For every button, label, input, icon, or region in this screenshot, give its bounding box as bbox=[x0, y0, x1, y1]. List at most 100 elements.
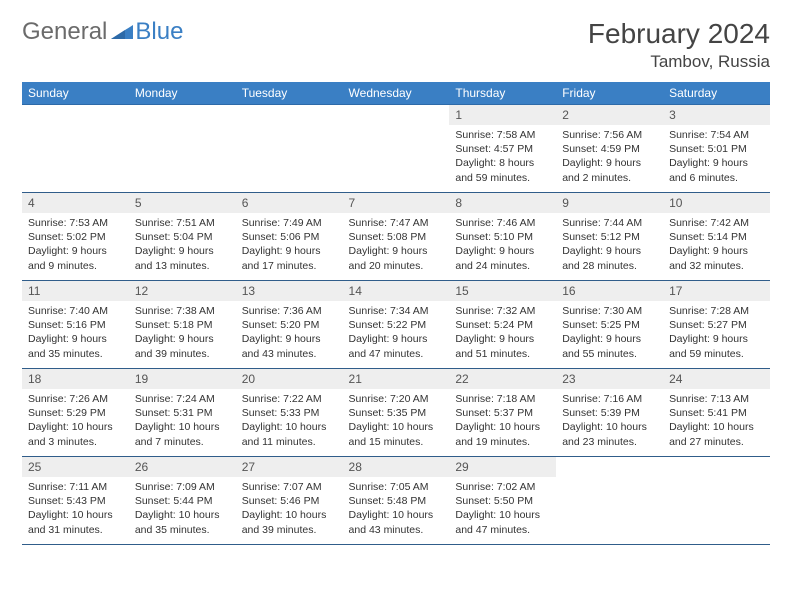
sunrise-line: Sunrise: 7:13 AM bbox=[669, 392, 764, 406]
day-content: Sunrise: 7:18 AMSunset: 5:37 PMDaylight:… bbox=[449, 389, 556, 453]
sunset-line: Sunset: 5:18 PM bbox=[135, 318, 230, 332]
sunrise-line: Sunrise: 7:32 AM bbox=[455, 304, 550, 318]
daylight-line: Daylight: 9 hours and 32 minutes. bbox=[669, 244, 764, 272]
day-number: 9 bbox=[556, 193, 663, 213]
sunrise-line: Sunrise: 7:46 AM bbox=[455, 216, 550, 230]
logo: General Blue bbox=[22, 18, 183, 46]
day-content: Sunrise: 7:07 AMSunset: 5:46 PMDaylight:… bbox=[236, 477, 343, 541]
day-number: 6 bbox=[236, 193, 343, 213]
day-number: 13 bbox=[236, 281, 343, 301]
calendar-cell bbox=[236, 105, 343, 193]
daylight-line: Daylight: 9 hours and 35 minutes. bbox=[28, 332, 123, 360]
daylight-line: Daylight: 9 hours and 59 minutes. bbox=[669, 332, 764, 360]
sunset-line: Sunset: 5:14 PM bbox=[669, 230, 764, 244]
logo-text-general: General bbox=[22, 18, 107, 46]
day-content: Sunrise: 7:51 AMSunset: 5:04 PMDaylight:… bbox=[129, 213, 236, 277]
day-number: 27 bbox=[236, 457, 343, 477]
sunrise-line: Sunrise: 7:38 AM bbox=[135, 304, 230, 318]
logo-triangle-icon bbox=[111, 21, 133, 44]
calendar-cell bbox=[556, 457, 663, 545]
sunrise-line: Sunrise: 7:56 AM bbox=[562, 128, 657, 142]
sunset-line: Sunset: 5:27 PM bbox=[669, 318, 764, 332]
day-content: Sunrise: 7:30 AMSunset: 5:25 PMDaylight:… bbox=[556, 301, 663, 365]
calendar-table: Sunday Monday Tuesday Wednesday Thursday… bbox=[22, 82, 770, 545]
day-number: 12 bbox=[129, 281, 236, 301]
day-content: Sunrise: 7:20 AMSunset: 5:35 PMDaylight:… bbox=[343, 389, 450, 453]
daylight-line: Daylight: 9 hours and 24 minutes. bbox=[455, 244, 550, 272]
day-content: Sunrise: 7:53 AMSunset: 5:02 PMDaylight:… bbox=[22, 213, 129, 277]
weekday-header: Sunday bbox=[22, 82, 129, 105]
calendar-cell: 15Sunrise: 7:32 AMSunset: 5:24 PMDayligh… bbox=[449, 281, 556, 369]
daylight-line: Daylight: 8 hours and 59 minutes. bbox=[455, 156, 550, 184]
day-number: 28 bbox=[343, 457, 450, 477]
day-content: Sunrise: 7:32 AMSunset: 5:24 PMDaylight:… bbox=[449, 301, 556, 365]
daylight-line: Daylight: 10 hours and 11 minutes. bbox=[242, 420, 337, 448]
day-number: 15 bbox=[449, 281, 556, 301]
calendar-cell: 24Sunrise: 7:13 AMSunset: 5:41 PMDayligh… bbox=[663, 369, 770, 457]
daylight-line: Daylight: 10 hours and 19 minutes. bbox=[455, 420, 550, 448]
calendar-cell: 4Sunrise: 7:53 AMSunset: 5:02 PMDaylight… bbox=[22, 193, 129, 281]
day-number: 18 bbox=[22, 369, 129, 389]
day-content: Sunrise: 7:16 AMSunset: 5:39 PMDaylight:… bbox=[556, 389, 663, 453]
sunrise-line: Sunrise: 7:30 AM bbox=[562, 304, 657, 318]
weekday-header: Tuesday bbox=[236, 82, 343, 105]
sunset-line: Sunset: 5:41 PM bbox=[669, 406, 764, 420]
sunset-line: Sunset: 5:31 PM bbox=[135, 406, 230, 420]
day-number: 23 bbox=[556, 369, 663, 389]
calendar-cell: 2Sunrise: 7:56 AMSunset: 4:59 PMDaylight… bbox=[556, 105, 663, 193]
day-number: 10 bbox=[663, 193, 770, 213]
day-content: Sunrise: 7:47 AMSunset: 5:08 PMDaylight:… bbox=[343, 213, 450, 277]
calendar-cell: 26Sunrise: 7:09 AMSunset: 5:44 PMDayligh… bbox=[129, 457, 236, 545]
header: General Blue February 2024 Tambov, Russi… bbox=[22, 18, 770, 72]
sunrise-line: Sunrise: 7:07 AM bbox=[242, 480, 337, 494]
calendar-week-row: 1Sunrise: 7:58 AMSunset: 4:57 PMDaylight… bbox=[22, 105, 770, 193]
calendar-cell: 12Sunrise: 7:38 AMSunset: 5:18 PMDayligh… bbox=[129, 281, 236, 369]
sunset-line: Sunset: 5:12 PM bbox=[562, 230, 657, 244]
sunrise-line: Sunrise: 7:11 AM bbox=[28, 480, 123, 494]
weekday-header: Monday bbox=[129, 82, 236, 105]
calendar-body: 1Sunrise: 7:58 AMSunset: 4:57 PMDaylight… bbox=[22, 105, 770, 545]
calendar-cell bbox=[22, 105, 129, 193]
day-content: Sunrise: 7:49 AMSunset: 5:06 PMDaylight:… bbox=[236, 213, 343, 277]
sunrise-line: Sunrise: 7:28 AM bbox=[669, 304, 764, 318]
sunset-line: Sunset: 5:33 PM bbox=[242, 406, 337, 420]
sunset-line: Sunset: 5:02 PM bbox=[28, 230, 123, 244]
daylight-line: Daylight: 10 hours and 31 minutes. bbox=[28, 508, 123, 536]
daylight-line: Daylight: 10 hours and 43 minutes. bbox=[349, 508, 444, 536]
calendar-cell: 25Sunrise: 7:11 AMSunset: 5:43 PMDayligh… bbox=[22, 457, 129, 545]
sunrise-line: Sunrise: 7:16 AM bbox=[562, 392, 657, 406]
day-content: Sunrise: 7:02 AMSunset: 5:50 PMDaylight:… bbox=[449, 477, 556, 541]
day-number: 26 bbox=[129, 457, 236, 477]
day-number: 25 bbox=[22, 457, 129, 477]
location: Tambov, Russia bbox=[588, 52, 770, 72]
calendar-cell: 3Sunrise: 7:54 AMSunset: 5:01 PMDaylight… bbox=[663, 105, 770, 193]
calendar-cell: 27Sunrise: 7:07 AMSunset: 5:46 PMDayligh… bbox=[236, 457, 343, 545]
day-content: Sunrise: 7:11 AMSunset: 5:43 PMDaylight:… bbox=[22, 477, 129, 541]
calendar-cell: 23Sunrise: 7:16 AMSunset: 5:39 PMDayligh… bbox=[556, 369, 663, 457]
day-content: Sunrise: 7:05 AMSunset: 5:48 PMDaylight:… bbox=[343, 477, 450, 541]
day-content: Sunrise: 7:09 AMSunset: 5:44 PMDaylight:… bbox=[129, 477, 236, 541]
sunset-line: Sunset: 5:46 PM bbox=[242, 494, 337, 508]
day-content: Sunrise: 7:56 AMSunset: 4:59 PMDaylight:… bbox=[556, 125, 663, 189]
calendar-week-row: 25Sunrise: 7:11 AMSunset: 5:43 PMDayligh… bbox=[22, 457, 770, 545]
calendar-cell: 9Sunrise: 7:44 AMSunset: 5:12 PMDaylight… bbox=[556, 193, 663, 281]
calendar-cell: 22Sunrise: 7:18 AMSunset: 5:37 PMDayligh… bbox=[449, 369, 556, 457]
daylight-line: Daylight: 10 hours and 39 minutes. bbox=[242, 508, 337, 536]
sunset-line: Sunset: 5:50 PM bbox=[455, 494, 550, 508]
daylight-line: Daylight: 9 hours and 6 minutes. bbox=[669, 156, 764, 184]
daylight-line: Daylight: 9 hours and 20 minutes. bbox=[349, 244, 444, 272]
day-number: 5 bbox=[129, 193, 236, 213]
daylight-line: Daylight: 10 hours and 7 minutes. bbox=[135, 420, 230, 448]
daylight-line: Daylight: 9 hours and 13 minutes. bbox=[135, 244, 230, 272]
calendar-cell bbox=[663, 457, 770, 545]
calendar-cell: 17Sunrise: 7:28 AMSunset: 5:27 PMDayligh… bbox=[663, 281, 770, 369]
day-content: Sunrise: 7:26 AMSunset: 5:29 PMDaylight:… bbox=[22, 389, 129, 453]
sunset-line: Sunset: 5:43 PM bbox=[28, 494, 123, 508]
sunrise-line: Sunrise: 7:18 AM bbox=[455, 392, 550, 406]
weekday-header: Friday bbox=[556, 82, 663, 105]
day-number: 11 bbox=[22, 281, 129, 301]
sunrise-line: Sunrise: 7:44 AM bbox=[562, 216, 657, 230]
day-number: 22 bbox=[449, 369, 556, 389]
sunrise-line: Sunrise: 7:24 AM bbox=[135, 392, 230, 406]
sunrise-line: Sunrise: 7:49 AM bbox=[242, 216, 337, 230]
